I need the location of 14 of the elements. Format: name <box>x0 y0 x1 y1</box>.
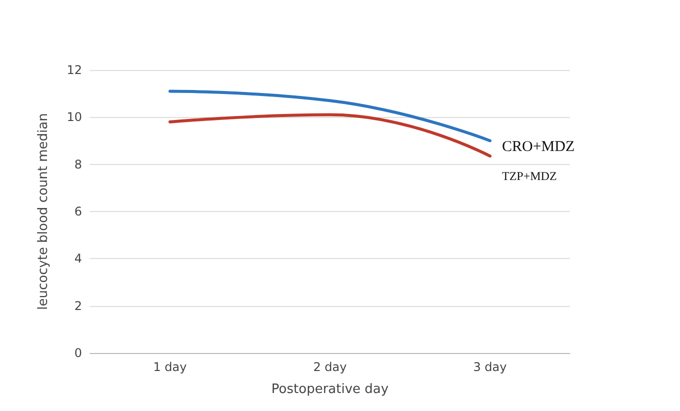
y-tick-label: 2 <box>74 298 82 313</box>
y-tick-label: 10 <box>66 110 82 124</box>
y-tick-label: 8 <box>74 157 82 172</box>
y-tick-label: 0 <box>74 346 82 360</box>
series-label: TZP+MDZ <box>502 169 557 184</box>
series-label: CRO+MDZ <box>502 138 575 155</box>
y-tick-label: 4 <box>74 252 82 266</box>
x-tick-label: 3 day <box>473 360 507 374</box>
y-axis-title: leucocyte blood count median <box>36 113 51 310</box>
x-tick-label: 1 day <box>153 360 187 374</box>
y-tick-label: 12 <box>66 63 82 77</box>
x-axis-title: Postoperative day <box>271 382 389 397</box>
x-tick-label: 2 day <box>313 360 347 374</box>
y-tick-label: 6 <box>74 204 82 218</box>
